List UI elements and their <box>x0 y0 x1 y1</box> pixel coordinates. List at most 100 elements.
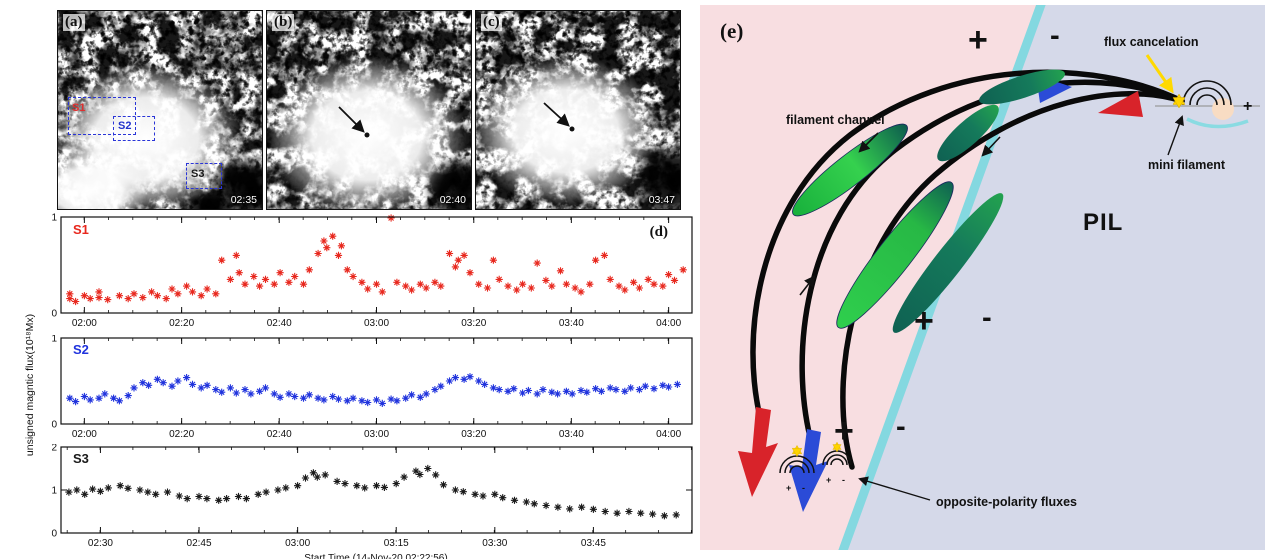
region-label-s3: S3 <box>191 168 205 180</box>
plus-sign: + <box>914 302 934 340</box>
x-axis-title: Start Time (14-Nov-20 02:22:56) <box>304 553 447 559</box>
plot-frame <box>60 216 693 314</box>
panel-d-label: (d) <box>650 224 668 240</box>
region-label-s2: S2 <box>118 120 132 132</box>
red-arrowhead <box>1098 91 1143 117</box>
x-tick-label: 02:00 <box>72 318 97 329</box>
x-tick-label: 03:15 <box>384 538 409 549</box>
region-box-s3 <box>186 163 222 189</box>
y-axis-title: unsigned magntic flux(10¹⁸Mx) <box>24 313 36 457</box>
series-label-s1: S1 <box>73 222 89 237</box>
pointer-arrow-icon <box>338 106 365 133</box>
flux-star-icon <box>832 441 842 453</box>
pil-label: PIL <box>1083 209 1123 236</box>
scatter-points-s1 <box>66 214 687 306</box>
region-label-s1: S1 <box>72 102 86 114</box>
pointer-arrow-icon <box>543 102 570 127</box>
y-tick-label: 1 <box>51 213 57 224</box>
mini-filament-curve <box>1186 117 1249 129</box>
timestamp-c: 03:47 <box>648 194 675 206</box>
timestamp-b: 02:40 <box>439 194 466 206</box>
filament-blob-2 <box>836 181 954 329</box>
red-arrow <box>738 407 778 497</box>
magnetogram-image-a <box>58 11 262 209</box>
opposite-polarity-fluxes-label: opposite-polarity fluxes <box>936 495 1077 509</box>
panel-b-label: (b) <box>272 14 295 32</box>
region-box-s2 <box>113 116 155 141</box>
x-tick-label: 03:20 <box>461 429 486 439</box>
x-tick-label: 03:20 <box>461 318 486 329</box>
magnetogram-image-b <box>267 11 471 209</box>
flux-cancelation-arrow-icon <box>1145 54 1174 94</box>
magnetogram-panel-b: (b) 02:40 <box>266 10 472 210</box>
x-tick-label: 03:00 <box>285 538 310 549</box>
flux-star-icon <box>791 444 803 458</box>
minus-sign: - <box>982 302 992 334</box>
x-tick-label: 03:00 <box>364 429 389 439</box>
y-tick-label: 2 <box>51 444 57 454</box>
filament-blob-3 <box>892 193 1004 333</box>
flow-arrow-icon <box>981 136 1001 157</box>
x-tick-label: 02:20 <box>169 429 194 439</box>
x-tick-label: 03:45 <box>581 538 606 549</box>
negative-polarity-region <box>841 5 1265 550</box>
x-tick-label: 02:30 <box>88 538 113 549</box>
magnetogram-image-c <box>476 11 680 209</box>
schematic-drawing: (e) + - flux cancelation filament channe… <box>700 0 1265 558</box>
y-tick-label: 0 <box>51 529 57 540</box>
x-tick-label: 03:00 <box>364 318 389 329</box>
plus-sign: + <box>786 483 791 493</box>
x-tick-label: 02:40 <box>267 429 292 439</box>
plus-sign: + <box>826 475 831 485</box>
y-tick-label: 1 <box>51 335 57 345</box>
filament-blob-4 <box>979 69 1065 105</box>
field-line-1 <box>750 69 1185 428</box>
timestamp-a: 02:35 <box>230 194 257 206</box>
plot-frame <box>60 446 693 534</box>
magnetogram-panel-c: (c) 03:47 <box>475 10 681 210</box>
chart-s2: S2 02:00 02:20 02:40 03:00 03:20 03:40 04:00 0 1 <box>51 334 693 440</box>
minus-sign: - <box>842 475 845 485</box>
x-tick-label: 04:00 <box>656 318 681 329</box>
panel-c-label: (c) <box>481 14 502 32</box>
cancellation-star-icon <box>1172 93 1186 109</box>
x-tick-label: 02:00 <box>72 429 97 439</box>
x-tick-label: 03:40 <box>559 318 584 329</box>
plus-sign: + <box>1243 98 1252 115</box>
loop-arc <box>1182 80 1232 106</box>
filament-blob-1 <box>792 123 908 217</box>
scatter-points-s2 <box>66 373 681 407</box>
x-tick-label: 04:00 <box>656 429 681 439</box>
chart-s1: S1 (d) 02:00 02:20 02:40 03:00 03:20 03:40 04:… <box>51 213 693 329</box>
flux-time-series-panel: unsigned magntic flux(10¹⁸Mx) S1 (d) 02:… <box>24 212 704 559</box>
minus-sign: - <box>802 483 805 493</box>
panel-e-label: (e) <box>720 19 743 43</box>
filament-blob-5 <box>937 104 999 162</box>
magnetogram-panel-a: (a) S1 S2 S3 02:35 <box>57 10 263 210</box>
y-tick-label: 0 <box>51 309 57 320</box>
flow-arrow-icon <box>858 132 879 153</box>
y-tick-label: 1 <box>51 486 57 497</box>
y-tick-label: 0 <box>51 420 57 431</box>
loop-arc <box>1196 94 1218 106</box>
chart-s3: S3 Start Time (14-Nov-20 02:22:56) 02:30… <box>51 443 693 559</box>
opposite-polarity-arrow-icon <box>858 476 931 501</box>
flow-arrow-icon <box>799 275 816 296</box>
scatter-points-s3 <box>65 464 680 520</box>
minus-sign: - <box>896 411 906 443</box>
x-tick-label: 02:45 <box>187 538 212 549</box>
x-tick-label: 03:30 <box>482 538 507 549</box>
loop-arc <box>1189 87 1225 106</box>
x-tick-label: 02:40 <box>267 318 292 329</box>
mini-filament-label: mini filament <box>1148 158 1226 172</box>
plus-sign: + <box>834 412 854 450</box>
plus-sign: + <box>968 21 988 59</box>
schematic-panel-e: (e) + - flux cancelation filament channe… <box>700 0 1265 558</box>
mini-filament-arrow-icon <box>1167 115 1184 156</box>
x-tick-label: 02:20 <box>169 318 194 329</box>
minus-sign: - <box>1050 20 1060 52</box>
field-line-2 <box>799 79 1185 448</box>
series-label-s3: S3 <box>73 451 89 466</box>
field-line-3 <box>840 90 1185 470</box>
